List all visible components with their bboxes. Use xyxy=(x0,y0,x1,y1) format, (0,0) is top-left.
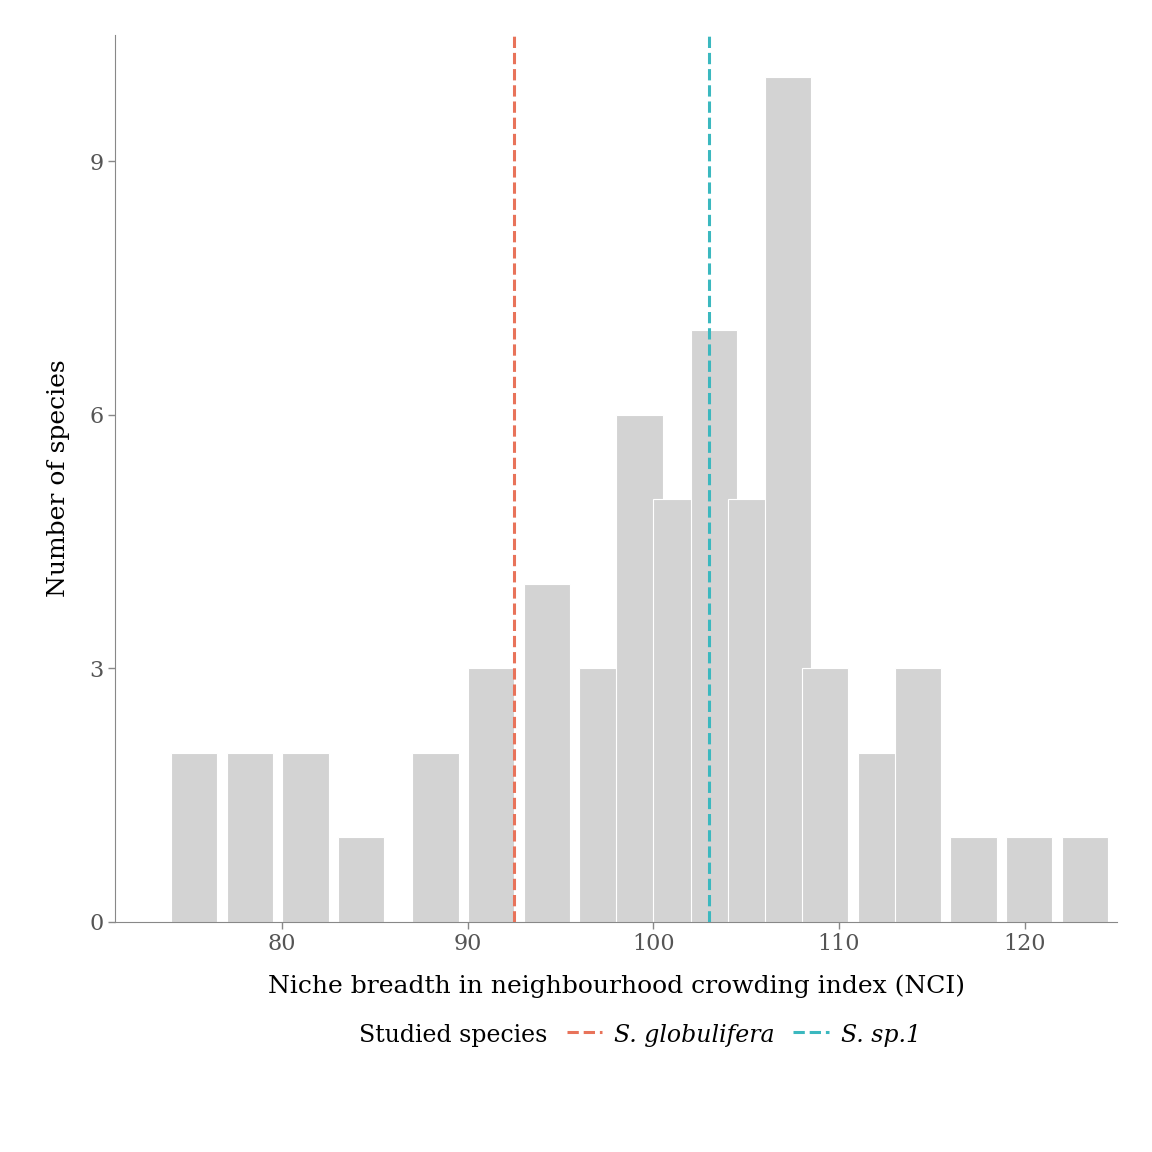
Bar xyxy=(579,668,626,922)
Bar xyxy=(802,668,848,922)
Bar xyxy=(895,668,941,922)
Bar xyxy=(1062,838,1108,922)
Bar xyxy=(412,752,458,922)
Bar xyxy=(653,499,700,922)
X-axis label: Niche breadth in neighbourhood crowding index (NCI): Niche breadth in neighbourhood crowding … xyxy=(267,975,965,999)
Bar xyxy=(338,838,385,922)
Bar xyxy=(1006,838,1053,922)
Legend: Studied species, S. globulifera, S. sp.1: Studied species, S. globulifera, S. sp.1 xyxy=(303,1014,930,1056)
Bar xyxy=(170,752,218,922)
Bar xyxy=(950,838,996,922)
Bar xyxy=(282,752,328,922)
Bar xyxy=(728,499,774,922)
Bar xyxy=(690,331,737,922)
Bar xyxy=(616,415,662,922)
Bar xyxy=(857,752,904,922)
Y-axis label: Number of species: Number of species xyxy=(47,359,70,597)
Bar xyxy=(765,77,811,922)
Bar xyxy=(468,668,514,922)
Bar xyxy=(523,584,570,922)
Bar xyxy=(227,752,273,922)
